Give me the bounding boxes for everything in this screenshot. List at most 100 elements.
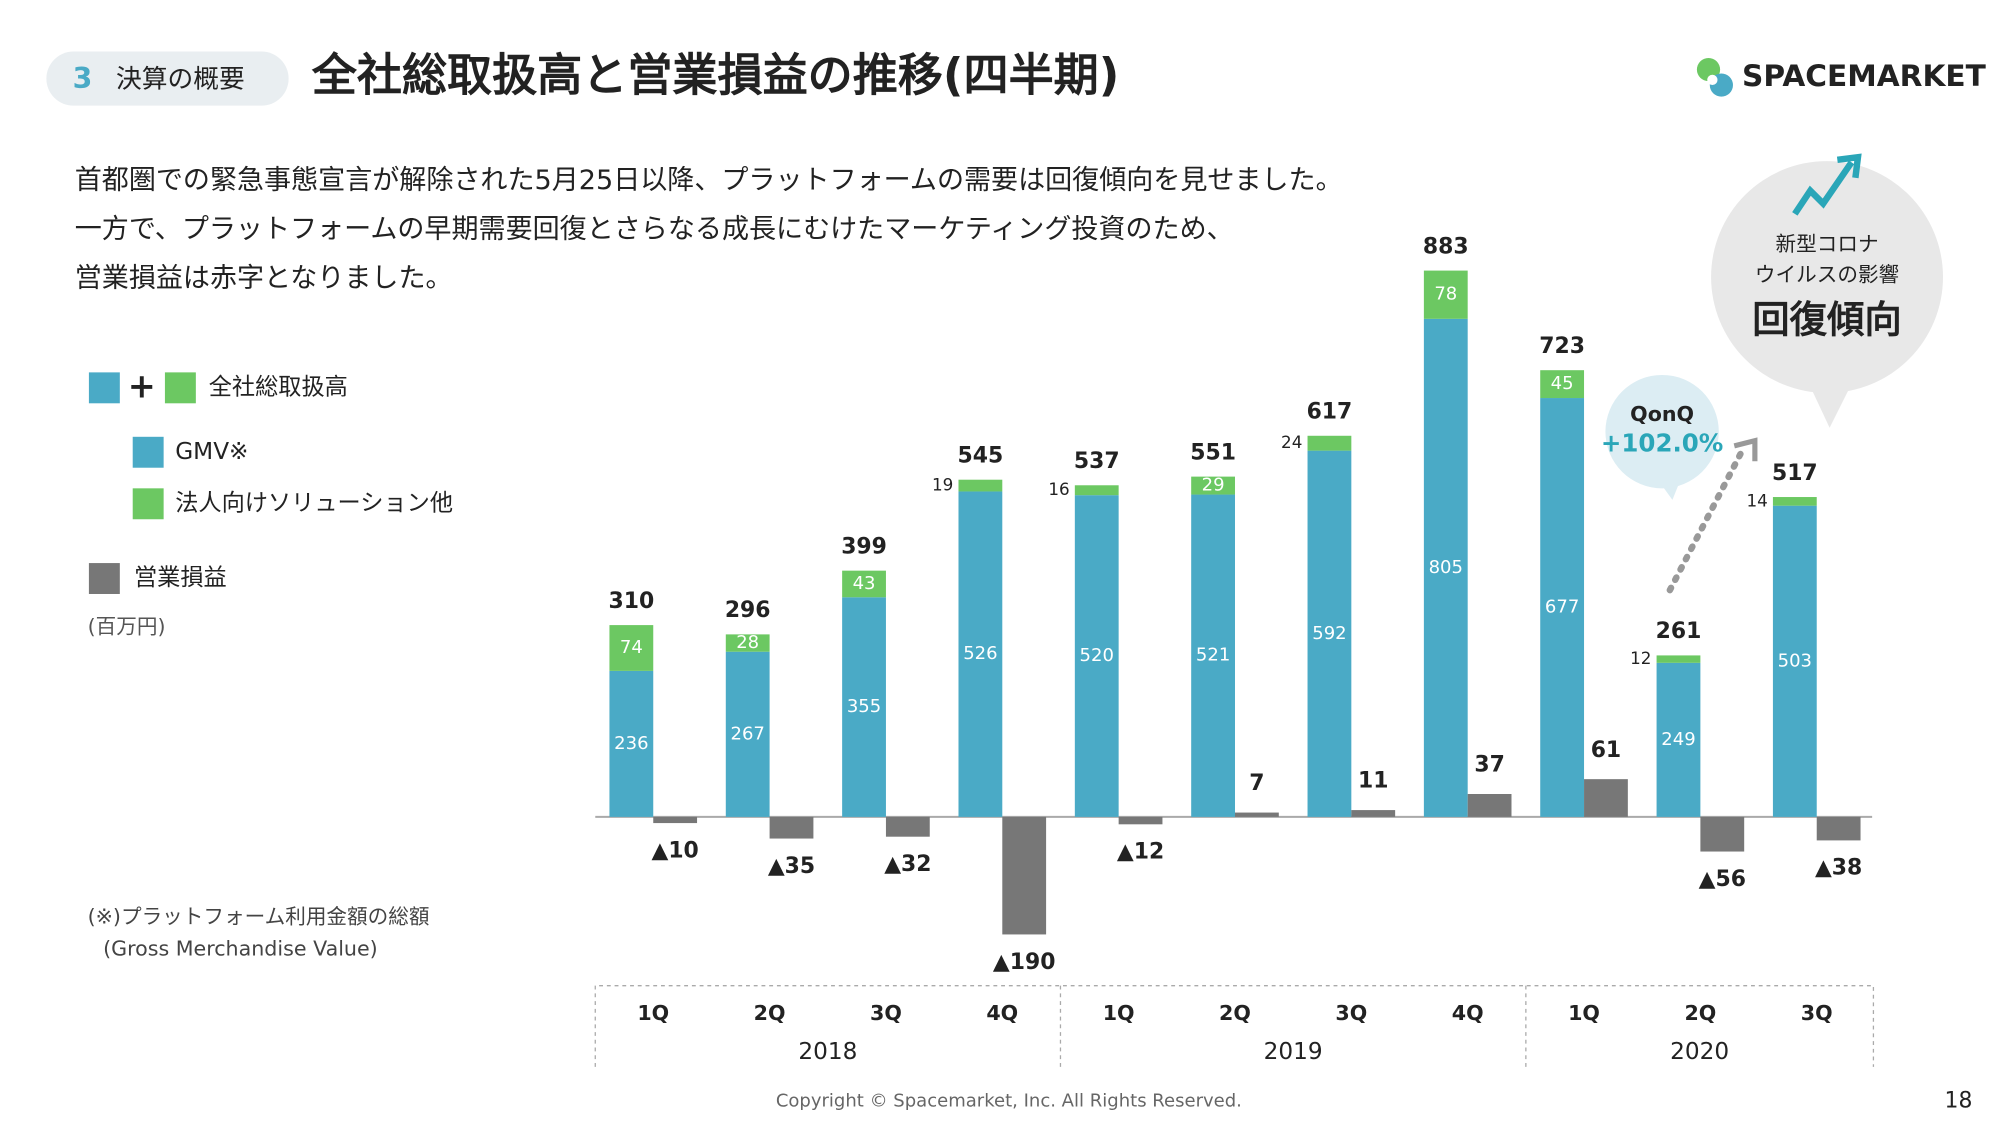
operating-label: 7	[1249, 771, 1264, 796]
value-label: 14	[1746, 490, 1767, 510]
total-label: 537	[1074, 449, 1120, 474]
operating-bar	[769, 816, 814, 839]
year-label: 2020	[1670, 1038, 1729, 1065]
operating-label: 11	[1358, 769, 1388, 794]
legend-entry: 営業損益	[134, 564, 227, 591]
operating-bar	[653, 816, 698, 824]
year-label: 2019	[1264, 1038, 1323, 1065]
value-label: 249	[1661, 729, 1695, 750]
value-label: 355	[847, 696, 881, 717]
gmv-bar	[1307, 450, 1352, 817]
operating-bar	[1118, 816, 1163, 825]
value-label: 43	[853, 573, 876, 594]
badge-line: ウイルスの影響	[1755, 263, 1899, 287]
operating-bar	[1351, 810, 1396, 817]
gmv-bar	[842, 597, 886, 817]
legend-entry: GMV※	[175, 438, 248, 465]
legend-total: 全社総取扱高	[209, 373, 348, 400]
value-label: 520	[1080, 645, 1114, 666]
value-label: 28	[736, 632, 759, 653]
corporate-bar	[842, 570, 886, 598]
total-label: 261	[1656, 619, 1702, 644]
description-line: 首都圏での緊急事態宣言が解除された5月25日以降、プラットフォームの需要は回復傾…	[75, 165, 1343, 196]
operating-label: 61	[1591, 738, 1621, 763]
value-label: 267	[730, 723, 764, 744]
operating-bar	[1467, 794, 1512, 817]
qonq-label: QonQ	[1630, 402, 1694, 426]
x-tick-label: 2Q	[754, 1001, 786, 1025]
operating-label: 37	[1474, 753, 1504, 778]
total-label: 883	[1423, 234, 1469, 259]
total-label: 723	[1539, 334, 1585, 359]
operating-label: ▲10	[651, 838, 698, 863]
badge-line: 新型コロナ	[1776, 232, 1879, 256]
operating-bar	[1234, 812, 1279, 817]
value-label: 236	[614, 733, 648, 754]
x-tick-label: 3Q	[1335, 1001, 1367, 1025]
x-tick-label: 2Q	[1219, 1001, 1251, 1025]
corporate-bar	[1540, 370, 1585, 399]
operating-label: ▲56	[1699, 867, 1746, 892]
x-tick-label: 4Q	[986, 1001, 1018, 1025]
corporate-bar	[958, 479, 1003, 492]
gmv-bar	[1074, 495, 1119, 817]
corporate-bar	[609, 625, 654, 671]
gmv-bar	[1540, 398, 1585, 817]
x-tick-label: 1Q	[1103, 1001, 1135, 1025]
logo: SPACEMARKET	[1696, 58, 1987, 97]
value-label: 805	[1429, 557, 1463, 578]
value-label: 16	[1048, 479, 1069, 499]
value-label: 521	[1196, 645, 1230, 666]
unit: (百万円)	[88, 614, 166, 638]
value-label: 29	[1202, 475, 1225, 496]
operating-label: ▲190	[993, 950, 1056, 975]
corporate-bar	[1074, 485, 1119, 496]
gmv-bar	[1656, 662, 1701, 817]
total-label: 545	[958, 444, 1004, 469]
total-label: 399	[841, 534, 887, 559]
description-line: 一方で、プラットフォームの早期需要回復とさらなる成長にむけたマーケティング投資の…	[75, 214, 1234, 245]
gmv-bar	[609, 670, 654, 817]
corporate-bar	[1656, 655, 1701, 663]
gmv-bar	[1191, 494, 1235, 817]
section-pill	[46, 51, 289, 106]
value-label: 78	[1434, 284, 1457, 305]
legend: + 全社総取扱高 GMV※ 法人向けソリューション他 営業損益 (百万円)	[88, 366, 453, 638]
x-tick-label: 3Q	[1801, 1001, 1833, 1025]
x-tick-label: 1Q	[637, 1001, 669, 1025]
operating-label: ▲38	[1815, 856, 1862, 881]
section-name: 決算の概要	[116, 64, 245, 94]
copyright: Copyright © Spacemarket, Inc. All Rights…	[776, 1091, 1242, 1112]
gmv-bar	[1772, 505, 1817, 817]
operating-bar	[1816, 816, 1861, 841]
value-label: 526	[963, 643, 997, 664]
operating-bar	[1700, 816, 1745, 852]
value-label: 74	[620, 637, 643, 658]
corporate-bar	[1772, 497, 1817, 506]
total-label: 617	[1307, 400, 1353, 425]
corporate-bar	[1307, 435, 1352, 451]
gmv-bar	[725, 651, 770, 817]
qonq-bubble: QonQ +102.0%	[1601, 374, 1758, 594]
operating-bar	[1584, 779, 1628, 817]
operating-label: ▲12	[1117, 840, 1164, 865]
value-label: 592	[1312, 623, 1346, 644]
qonq-value: +102.0%	[1601, 429, 1723, 458]
x-tick-label: 2Q	[1684, 1001, 1716, 1025]
axis-box	[594, 985, 1875, 1067]
x-tick-label: 1Q	[1568, 1001, 1600, 1025]
badge-headline: 回復傾向	[1752, 298, 1901, 342]
svg-text:+: +	[128, 366, 156, 405]
corporate-bar	[725, 634, 770, 652]
operating-label: ▲35	[768, 854, 815, 879]
footnote: (※)プラットフォーム利用金額の総額	[88, 904, 430, 928]
total-label: 517	[1772, 461, 1818, 486]
total-label: 296	[725, 598, 771, 623]
gmv-bar	[1423, 318, 1468, 817]
page-number: 18	[1945, 1089, 1973, 1114]
value-label: 45	[1551, 373, 1574, 394]
operating-bar	[1002, 816, 1047, 935]
total-label: 551	[1190, 440, 1236, 465]
logo-text: SPACEMARKET	[1742, 58, 1987, 93]
value-label: 12	[1630, 648, 1651, 668]
